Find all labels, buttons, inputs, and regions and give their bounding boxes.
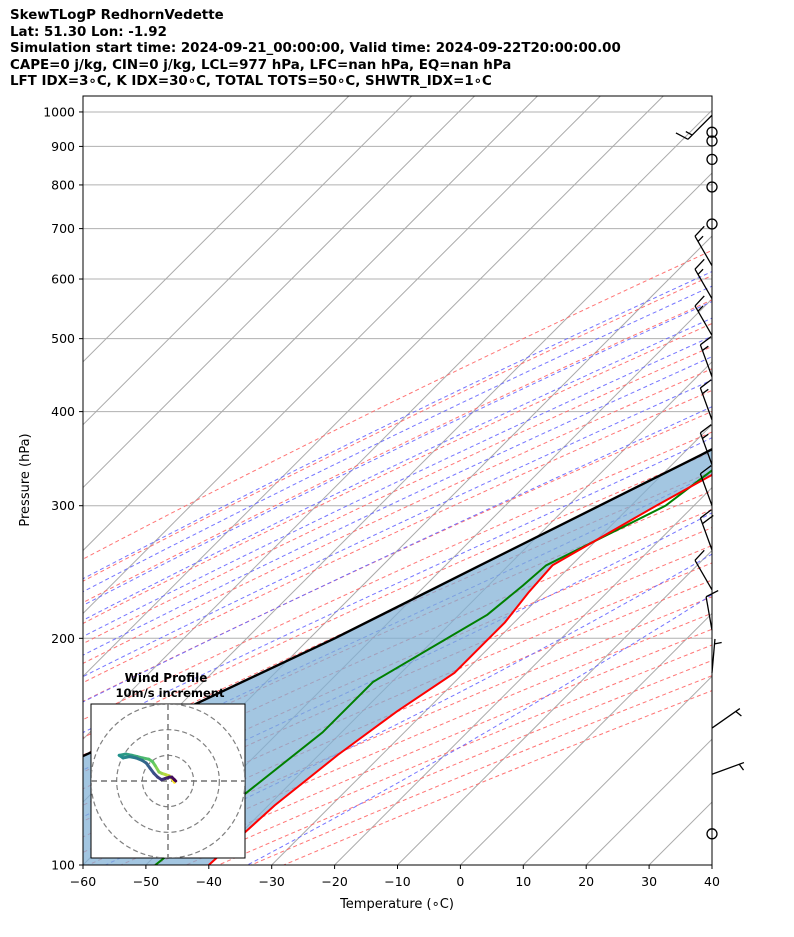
calm-wind-circle [706, 126, 718, 138]
x-axis-label: Temperature (∘C) [339, 897, 454, 912]
dry-adiabat [83, 527, 712, 806]
title-line-indices: LFT IDX=3∘C, K IDX=30∘C, TOTAL TOTS=50∘C… [10, 74, 492, 90]
isotherm [83, 96, 664, 678]
dry-adiabat [83, 431, 712, 721]
wind-barb-feather [699, 336, 712, 346]
x-tick-label: 10 [515, 874, 531, 889]
wind-barb-half-feather [697, 235, 704, 242]
hodograph-plot [91, 704, 245, 858]
calm-wind-circle [706, 135, 718, 147]
title-line-station: SkewTLogP RedhornVedette [10, 8, 224, 23]
dry-adiabat [83, 451, 712, 739]
wind-barb-staff [699, 473, 713, 506]
x-tick-label: −50 [133, 874, 159, 889]
y-tick-label: 200 [51, 631, 75, 646]
wind-barb-half-feather [714, 641, 722, 645]
parcel-profile-line [83, 447, 712, 758]
wind-barb-half-feather [735, 710, 742, 717]
wind-barb-half-feather [702, 388, 709, 395]
x-tick-label: −30 [259, 874, 285, 889]
isotherm [83, 96, 350, 363]
dry-adiabat [83, 345, 712, 645]
calm-wind-circle [706, 181, 718, 193]
wind-barb-staff [705, 596, 713, 631]
y-tick-label: 700 [51, 221, 75, 236]
wind-barb-feather [699, 509, 712, 519]
isotherm [83, 96, 601, 615]
isotherm [83, 96, 538, 552]
x-tick-label: 20 [578, 874, 594, 889]
y-tick-label: 800 [51, 177, 75, 192]
axes-layer: −60 −50 −40 −30 −20 −10 0 10 20 30 40 1000 900 800 700… [43, 104, 720, 889]
dry-adiabat [83, 275, 712, 582]
wind-barb-staff [694, 560, 713, 591]
wind-barb-feather [699, 465, 712, 475]
x-tick-label: −20 [321, 874, 347, 889]
dry-adiabat [83, 544, 712, 822]
wind-barb-feather [699, 424, 712, 434]
isotherm [711, 864, 712, 865]
wind-barb-staff [711, 708, 741, 729]
x-tick-label: 40 [704, 874, 720, 889]
hodograph-subtitle: 10m/s increment [116, 686, 225, 700]
isotherm [334, 486, 712, 865]
wind-barb-feather [705, 589, 719, 598]
wind-barb-staff [711, 638, 716, 673]
wind-barb-half-feather [697, 305, 704, 312]
hodograph-inset: Wind Profile 10m/s increment [90, 671, 246, 859]
x-tick-label: −10 [384, 874, 410, 889]
moist-adiabat [83, 512, 712, 818]
moist-adiabat [83, 301, 712, 606]
y-tick-label: 600 [51, 272, 75, 287]
y-tick-label: 1000 [43, 104, 75, 119]
calm-wind-circle [706, 153, 718, 166]
title-line-cape: CAPE=0 j/kg, CIN=0 j/kg, LCL=977 hPa, LF… [10, 57, 512, 73]
dry-adiabat [83, 249, 712, 560]
wind-barb-feather [694, 549, 705, 561]
temperature-line [208, 473, 712, 865]
moist-adiabat [83, 317, 712, 621]
title-line-times: Simulation start time: 2024-09-21_00:00:… [10, 41, 621, 57]
wind-barb-feather [694, 225, 705, 237]
y-tick-label: 900 [51, 139, 75, 154]
dry-adiabat [83, 368, 712, 664]
wind-barb-half-feather [697, 268, 704, 275]
hodograph-segment [172, 778, 178, 783]
wind-barb-feather [694, 258, 705, 270]
chart-title-block: SkewTLogP RedhornVedette Lat: 51.30 Lon:… [10, 8, 621, 91]
y-axis-label: Pressure (hPa) [18, 433, 33, 526]
wind-barb-feather [675, 132, 689, 140]
title-line-location: Lat: 51.30 Lon: -1.92 [10, 24, 167, 40]
wind-barb-half-feather [685, 130, 693, 136]
y-tick-label: 100 [51, 858, 75, 873]
wind-barb-feather [699, 379, 712, 389]
isotherm [83, 96, 475, 489]
wind-barb-half-feather [738, 763, 745, 771]
y-tick-label: 300 [51, 498, 75, 513]
wind-barb-feather [694, 295, 705, 307]
hodograph-title: Wind Profile [125, 671, 208, 685]
x-tick-label: 0 [456, 874, 464, 889]
isotherm [83, 96, 413, 426]
wind-barbs [675, 114, 745, 840]
y-tick-label: 400 [51, 404, 75, 419]
x-tick-label: 30 [641, 874, 657, 889]
x-tick-label: −60 [70, 874, 96, 889]
calm-wind-circle [706, 218, 718, 230]
isotherm [522, 675, 712, 865]
wind-barb-half-feather [702, 345, 709, 351]
isotherm [460, 612, 712, 865]
dewpoint-line [154, 469, 712, 865]
calm-wind-circle [706, 828, 718, 840]
wind-barb-staff [711, 761, 745, 775]
isotherm [397, 549, 712, 865]
y-tick-label: 500 [51, 331, 75, 346]
wind-barb-half-feather [702, 433, 709, 439]
mixing-ratio-line [768, 96, 794, 339]
x-tick-label: −40 [196, 874, 222, 889]
wind-barb-feather [702, 514, 714, 525]
isotherm [83, 109, 712, 740]
moist-adiabat [105, 553, 712, 865]
